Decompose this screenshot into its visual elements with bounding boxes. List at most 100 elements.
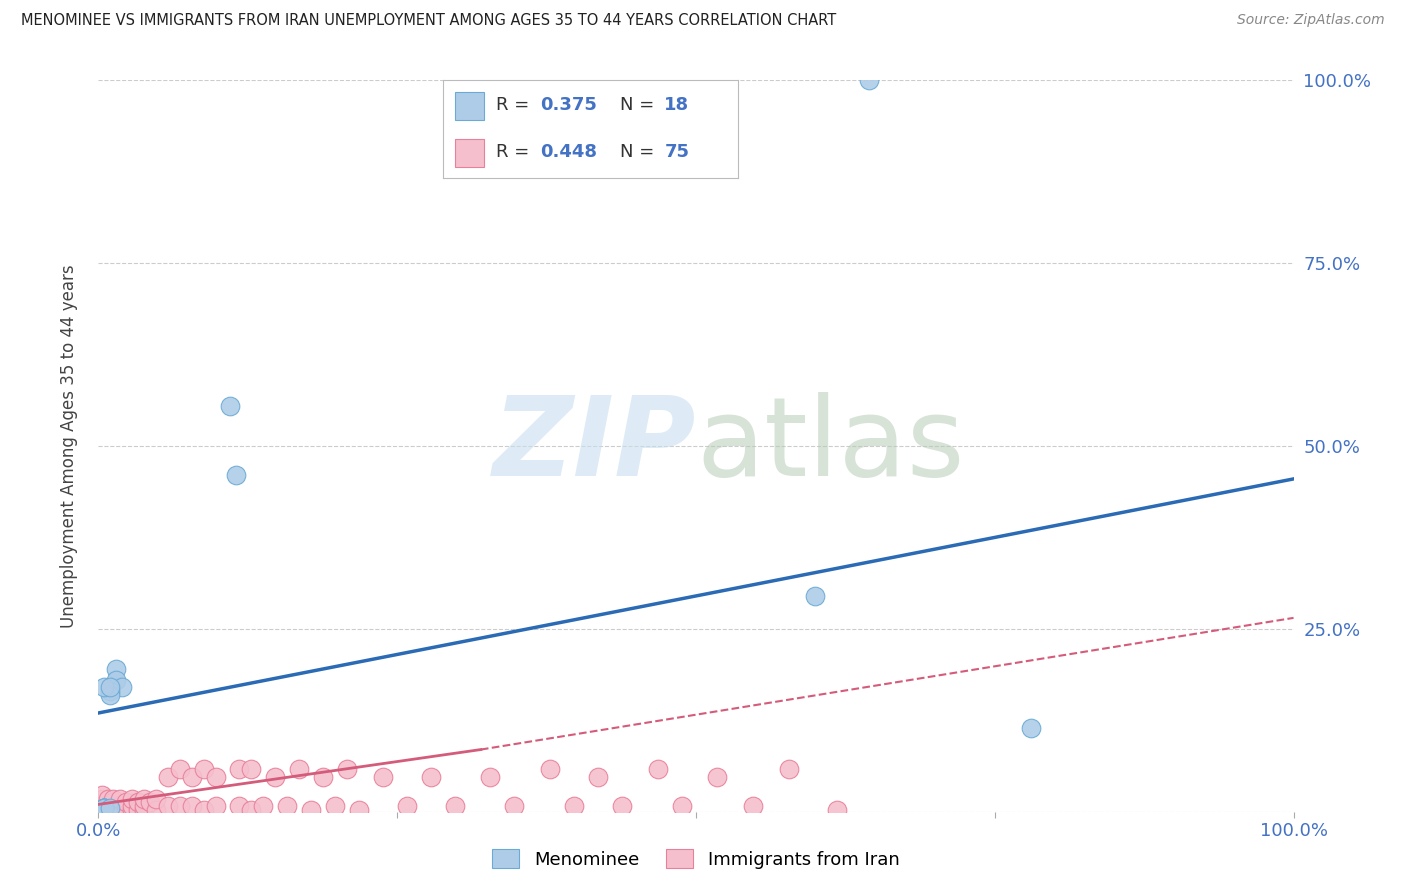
Point — [312, 770, 335, 784]
Point — [156, 770, 179, 784]
Point — [804, 589, 827, 603]
Point — [323, 798, 346, 813]
Point — [419, 770, 441, 784]
Point — [132, 791, 155, 805]
Point — [132, 803, 155, 817]
Text: 18: 18 — [665, 96, 689, 114]
Point — [228, 798, 250, 813]
Point — [156, 798, 179, 813]
Text: 0.448: 0.448 — [540, 144, 598, 161]
Point — [204, 770, 226, 784]
Point — [105, 673, 128, 687]
Point — [93, 801, 115, 815]
Point — [562, 798, 585, 813]
Point — [204, 798, 226, 813]
Point — [101, 798, 124, 813]
Point — [647, 762, 669, 776]
Point — [108, 803, 131, 817]
Point — [225, 468, 247, 483]
Point — [97, 803, 120, 817]
Point — [97, 791, 120, 805]
Y-axis label: Unemployment Among Ages 35 to 44 years: Unemployment Among Ages 35 to 44 years — [59, 264, 77, 628]
Point — [98, 684, 122, 698]
Point — [371, 770, 394, 784]
Point — [93, 801, 115, 815]
Point — [91, 795, 114, 809]
Point — [108, 798, 131, 813]
Point — [825, 803, 848, 817]
Point — [115, 795, 138, 809]
Point — [93, 681, 115, 695]
Point — [276, 798, 298, 813]
Text: R =: R = — [496, 96, 536, 114]
Point — [193, 762, 215, 776]
Point — [91, 803, 114, 817]
Point — [145, 791, 167, 805]
Point — [145, 803, 167, 817]
Point — [111, 681, 134, 695]
Point — [180, 798, 202, 813]
Point — [240, 803, 263, 817]
Text: ZIP: ZIP — [492, 392, 696, 500]
Point — [503, 798, 526, 813]
Point — [193, 803, 215, 817]
Point — [91, 798, 114, 813]
Point — [93, 801, 115, 815]
Point — [180, 770, 202, 784]
Point — [778, 762, 800, 776]
Point — [93, 801, 115, 815]
Text: MENOMINEE VS IMMIGRANTS FROM IRAN UNEMPLOYMENT AMONG AGES 35 TO 44 YEARS CORRELA: MENOMINEE VS IMMIGRANTS FROM IRAN UNEMPL… — [21, 13, 837, 29]
Point — [91, 803, 114, 817]
Point — [742, 798, 765, 813]
Point — [299, 803, 322, 817]
Point — [91, 803, 114, 817]
Point — [101, 795, 124, 809]
Point — [91, 803, 114, 817]
Text: atlas: atlas — [696, 392, 965, 500]
Point — [115, 803, 138, 817]
Point — [706, 770, 728, 784]
Point — [91, 803, 114, 817]
Point — [127, 795, 149, 809]
Point — [98, 681, 122, 695]
Point — [98, 801, 122, 815]
Point — [479, 770, 502, 784]
Point — [93, 801, 115, 815]
Point — [169, 762, 191, 776]
Point — [252, 798, 274, 813]
Point — [671, 798, 693, 813]
Point — [336, 762, 359, 776]
Point — [121, 803, 143, 817]
Point — [1019, 721, 1042, 735]
Point — [228, 762, 250, 776]
Point — [101, 803, 124, 817]
Point — [98, 688, 122, 702]
Point — [101, 791, 124, 805]
Point — [288, 762, 311, 776]
Point — [97, 803, 120, 817]
Text: N =: N = — [620, 96, 659, 114]
Text: 0.375: 0.375 — [540, 96, 598, 114]
Text: 75: 75 — [665, 144, 689, 161]
Text: N =: N = — [620, 144, 659, 161]
Point — [610, 798, 633, 813]
Point — [121, 791, 143, 805]
Point — [127, 803, 149, 817]
Point — [91, 803, 114, 817]
Point — [443, 798, 465, 813]
Text: Source: ZipAtlas.com: Source: ZipAtlas.com — [1237, 13, 1385, 28]
Point — [219, 399, 242, 413]
FancyBboxPatch shape — [454, 139, 484, 167]
Point — [586, 770, 609, 784]
FancyBboxPatch shape — [454, 92, 484, 120]
Text: R =: R = — [496, 144, 536, 161]
Point — [91, 788, 114, 802]
Point — [121, 798, 143, 813]
Point — [858, 73, 880, 87]
Point — [97, 798, 120, 813]
Point — [395, 798, 418, 813]
Point — [347, 803, 370, 817]
Point — [538, 762, 561, 776]
Point — [264, 770, 287, 784]
Point — [91, 798, 114, 813]
